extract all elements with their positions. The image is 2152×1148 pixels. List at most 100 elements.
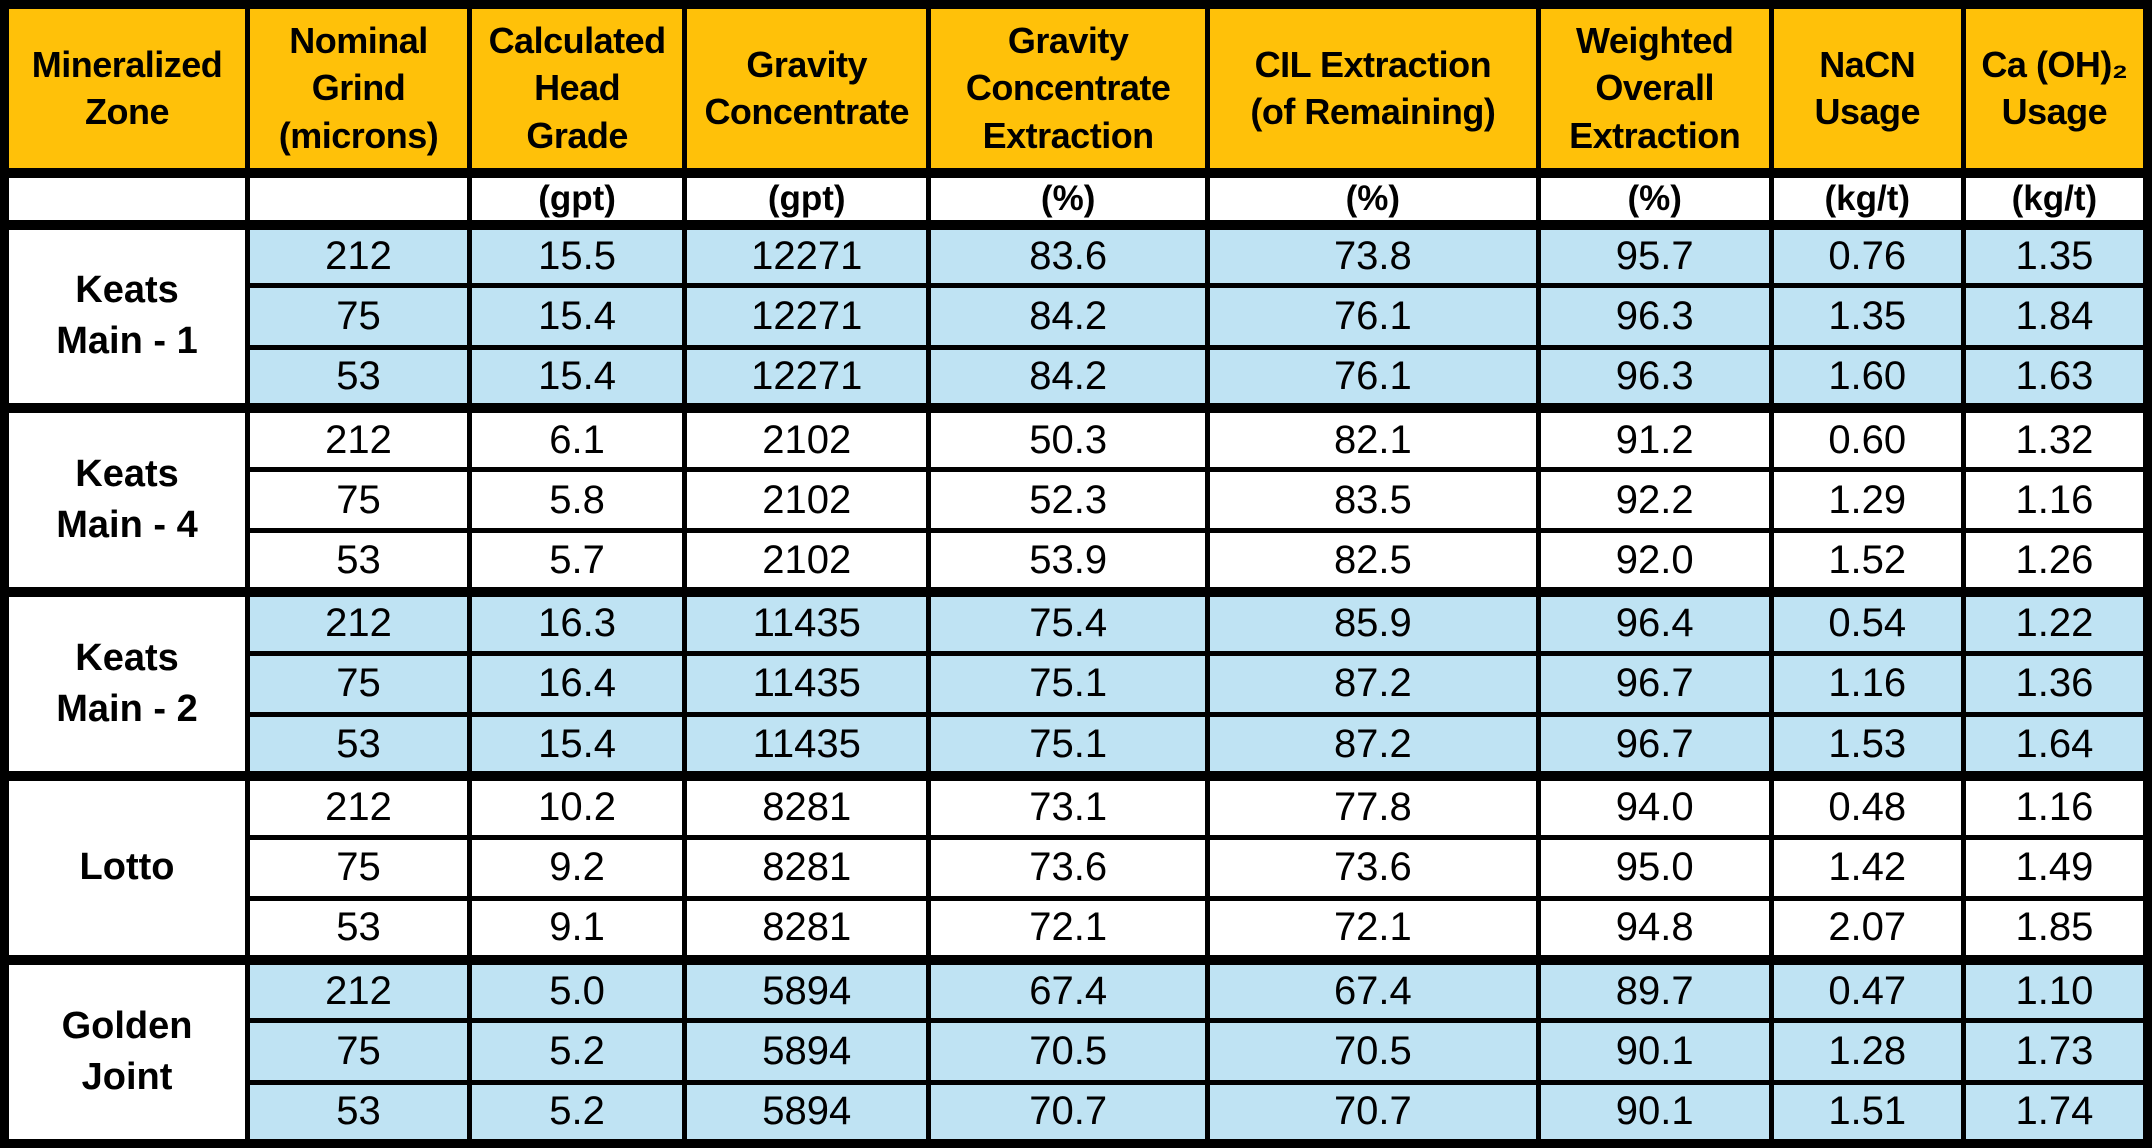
value-cell: 75 (245, 834, 473, 901)
zone-cell: Keats Main - 4 (1, 403, 251, 595)
table-row: Keats Main - 2 212 16.3 11435 75.4 85.9 96.4 0.… (1, 587, 2151, 779)
value-cell: 82.5 (1205, 528, 1541, 595)
value-cell: 75.4 (926, 587, 1211, 656)
value-cell: 90.1 (1535, 1079, 1774, 1147)
value-cell: 16.3 (467, 587, 688, 656)
value-cell: 75 (245, 467, 473, 534)
value-cell: 96.3 (1535, 344, 1774, 411)
value-cell: 8281 (682, 770, 932, 840)
col-header-cil-extraction: CIL Extraction (of Remaining) (1205, 2, 1541, 178)
value-cell: 70.5 (1205, 1018, 1541, 1085)
col-header-mineralized-zone: Mineralized Zone (1, 2, 251, 178)
value-cell: 82.1 (1205, 403, 1541, 473)
value-cell: 84.2 (926, 283, 1211, 350)
value-cell: 1.85 (1960, 895, 2151, 963)
unit-cell: (%) (1205, 170, 1541, 230)
col-header-nacn-usage: NaCN Usage (1768, 2, 1966, 178)
value-cell: 95.7 (1535, 219, 1774, 289)
value-cell: 1.16 (1768, 650, 1966, 718)
value-cell: 0.60 (1768, 403, 1966, 473)
value-cell: 1.35 (1768, 283, 1966, 350)
value-cell: 75.1 (926, 712, 1211, 779)
table-row: Golden Joint 212 5.0 5894 67.4 67.4 89.7 0.47 1.… (1, 954, 2151, 1146)
zone-cell: Keats Main - 1 (1, 219, 251, 411)
col-header-gravity-concentrate-extraction: Gravity Concentrate Extraction (926, 2, 1211, 178)
header-row: Mineralized Zone Nominal Grind (microns)… (1, 2, 2151, 178)
value-cell: 70.7 (1205, 1079, 1541, 1147)
value-cell: 212 (245, 770, 473, 840)
unit-cell: (gpt) (467, 170, 688, 230)
value-cell: 1.52 (1768, 528, 1966, 595)
value-cell: 87.2 (1205, 712, 1541, 779)
value-cell: 6.1 (467, 403, 688, 473)
unit-cell (245, 170, 473, 230)
col-header-gravity-concentrate: Gravity Concentrate (682, 2, 932, 178)
value-cell: 1.22 (1960, 587, 2151, 656)
value-cell: 12271 (682, 219, 932, 289)
value-cell: 72.1 (1205, 895, 1541, 963)
value-cell: 96.4 (1535, 587, 1774, 656)
value-cell: 50.3 (926, 403, 1211, 473)
table-row: 53 5.2 5894 70.7 70.7 90.1 1.51 1.74 (5, 1079, 2151, 1147)
value-cell: 94.0 (1535, 770, 1774, 840)
value-cell: 5.7 (467, 528, 688, 595)
value-cell: 96.7 (1535, 650, 1774, 718)
value-cell: 11435 (682, 712, 932, 779)
value-cell: 53 (245, 344, 473, 411)
value-cell: 0.48 (1768, 770, 1966, 840)
value-cell: 8281 (682, 834, 932, 901)
value-cell: 67.4 (926, 954, 1211, 1024)
value-cell: 1.16 (1960, 770, 2151, 840)
value-cell: 11435 (682, 650, 932, 718)
value-cell: 96.3 (1535, 283, 1774, 350)
value-cell: 52.3 (926, 467, 1211, 534)
value-cell: 90.1 (1535, 1018, 1774, 1085)
value-cell: 5.0 (467, 954, 688, 1024)
value-cell: 212 (245, 403, 473, 473)
unit-cell: (kg/t) (1960, 170, 2151, 230)
value-cell: 87.2 (1205, 650, 1541, 718)
zone-cell: Lotto (1, 770, 251, 963)
value-cell: 94.8 (1535, 895, 1774, 963)
table-row: Keats Main - 1 212 15.5 12271 83.6 73.8 95.7 0.… (1, 219, 2151, 411)
value-cell: 1.16 (1960, 467, 2151, 534)
value-cell: 1.42 (1768, 834, 1966, 901)
value-cell: 83.6 (926, 219, 1211, 289)
value-cell: 1.29 (1768, 467, 1966, 534)
zone-cell: Golden Joint (1, 954, 251, 1146)
value-cell: 1.73 (1960, 1018, 2151, 1085)
value-cell: 12271 (682, 283, 932, 350)
value-cell: 75 (245, 283, 473, 350)
value-cell: 67.4 (1205, 954, 1541, 1024)
value-cell: 12271 (682, 344, 932, 411)
value-cell: 11435 (682, 587, 932, 656)
value-cell: 2102 (682, 467, 932, 534)
value-cell: 96.7 (1535, 712, 1774, 779)
value-cell: 9.2 (467, 834, 688, 901)
value-cell: 15.4 (467, 344, 688, 411)
units-row: (gpt) (gpt) (%) (%) (%) (kg/t) (kg/t) (1, 170, 2151, 230)
zone-cell: Keats Main - 2 (1, 587, 251, 779)
value-cell: 83.5 (1205, 467, 1541, 534)
value-cell: 15.4 (467, 283, 688, 350)
value-cell: 5894 (682, 954, 932, 1024)
value-cell: 1.28 (1768, 1018, 1966, 1085)
value-cell: 76.1 (1205, 344, 1541, 411)
unit-cell: (kg/t) (1768, 170, 1966, 230)
value-cell: 53 (245, 1079, 473, 1147)
value-cell: 15.4 (467, 712, 688, 779)
value-cell: 8281 (682, 895, 932, 963)
value-cell: 10.2 (467, 770, 688, 840)
value-cell: 76.1 (1205, 283, 1541, 350)
value-cell: 75 (245, 1018, 473, 1085)
value-cell: 212 (245, 587, 473, 656)
value-cell: 212 (245, 219, 473, 289)
value-cell: 70.7 (926, 1079, 1211, 1147)
value-cell: 1.64 (1960, 712, 2151, 779)
value-cell: 53 (245, 712, 473, 779)
unit-cell (1, 170, 251, 230)
value-cell: 92.2 (1535, 467, 1774, 534)
table-row: Lotto 212 10.2 8281 73.1 77.8 94.0 0.48 1.16 (1, 770, 2151, 963)
